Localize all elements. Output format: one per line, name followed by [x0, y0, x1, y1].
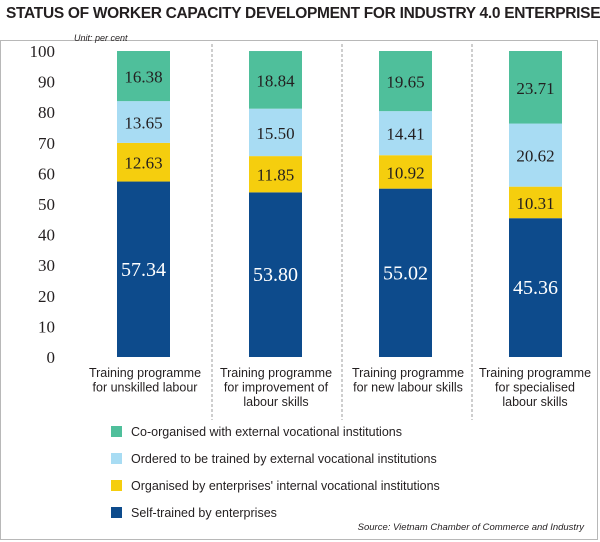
bar-segment [509, 51, 562, 124]
x-category-label-line: Training programme [352, 366, 464, 380]
bar-value-label: 57.34 [121, 259, 166, 281]
x-category-label: Training programme for specialised labour … [479, 366, 591, 409]
legend-swatch [111, 480, 122, 491]
bar-segment [379, 111, 432, 156]
y-tick-label: 20 [38, 287, 55, 306]
y-tick-label: 30 [38, 256, 55, 275]
bar-value-label: 20.62 [516, 147, 554, 166]
y-tick-label: 40 [38, 226, 55, 245]
bar-segment [117, 101, 170, 143]
y-tick-label: 10 [38, 317, 55, 336]
x-category-label: Training programme for unskilled labour [89, 366, 201, 395]
bar-value-label: 16.38 [124, 68, 162, 87]
x-category-label-line: for new labour skills [353, 381, 463, 395]
bar-value-label: 10.92 [386, 163, 424, 182]
bar-segment [249, 108, 302, 157]
bar-segment [249, 156, 302, 193]
bar-value-label: 11.85 [257, 166, 295, 185]
legend-label: Self-trained by enterprises [131, 506, 277, 520]
bar-value-label: 18.84 [256, 71, 295, 90]
bar-segment [249, 51, 302, 109]
x-category-label: Training programme for new labour skills [352, 366, 464, 395]
x-category-label-line: Training programme [89, 366, 201, 380]
legend-swatch [111, 453, 122, 464]
bar-segment [117, 181, 170, 357]
bar-segment [509, 186, 562, 219]
x-category-label-line: for specialised [495, 381, 575, 395]
y-tick-label: 80 [38, 103, 55, 122]
x-category-label-line: for improvement of [224, 381, 329, 395]
x-category-label-line: Training programme [479, 366, 591, 380]
bar-segment [249, 192, 302, 357]
bar-value-label: 55.02 [383, 262, 428, 284]
bar-value-label: 19.65 [386, 73, 424, 92]
legend-label: Ordered to be trained by external vocati… [131, 452, 437, 466]
bar-value-label: 15.50 [256, 124, 294, 143]
y-tick-label: 90 [38, 73, 55, 92]
bar-segment [117, 51, 170, 102]
bar-segment [509, 218, 562, 357]
source-note: Source: Vietnam Chamber of Commerce and … [357, 522, 584, 533]
x-category-label: Training programme for improvement of labo… [220, 366, 332, 409]
legend-label: Co-organised with external vocational in… [131, 425, 402, 439]
legend-swatch [111, 507, 122, 518]
x-category-label-line: labour skills [243, 395, 308, 409]
bar-segment [509, 123, 562, 187]
x-category-label-line: for unskilled labour [93, 381, 198, 395]
y-tick-label: 0 [47, 348, 56, 367]
legend-label: Organised by enterprises' internal vocat… [131, 479, 440, 493]
bar-value-label: 13.65 [124, 114, 162, 133]
bar-segment [379, 155, 432, 189]
y-tick-label: 60 [38, 164, 55, 183]
legend-swatch [111, 426, 122, 437]
chart-frame [0, 40, 598, 540]
bar-segment [117, 142, 170, 182]
chart-title: STATUS OF WORKER CAPACITY DEVELOPMENT FO… [6, 5, 600, 22]
bar-value-label: 45.36 [513, 277, 558, 299]
bar-value-label: 14.41 [386, 125, 424, 144]
bar-value-label: 53.80 [253, 264, 298, 286]
unit-note: Unit: per cent [74, 33, 128, 43]
bar-segment [379, 51, 432, 112]
y-tick-label: 70 [38, 134, 55, 153]
bar-value-label: 12.63 [124, 154, 162, 173]
x-category-label-line: labour skills [502, 395, 567, 409]
y-tick-label: 100 [30, 42, 56, 61]
bar-value-label: 23.71 [516, 79, 554, 98]
x-category-label-line: Training programme [220, 366, 332, 380]
bar-value-label: 10.31 [516, 194, 554, 213]
y-tick-label: 50 [38, 195, 55, 214]
bar-segment [379, 188, 432, 357]
